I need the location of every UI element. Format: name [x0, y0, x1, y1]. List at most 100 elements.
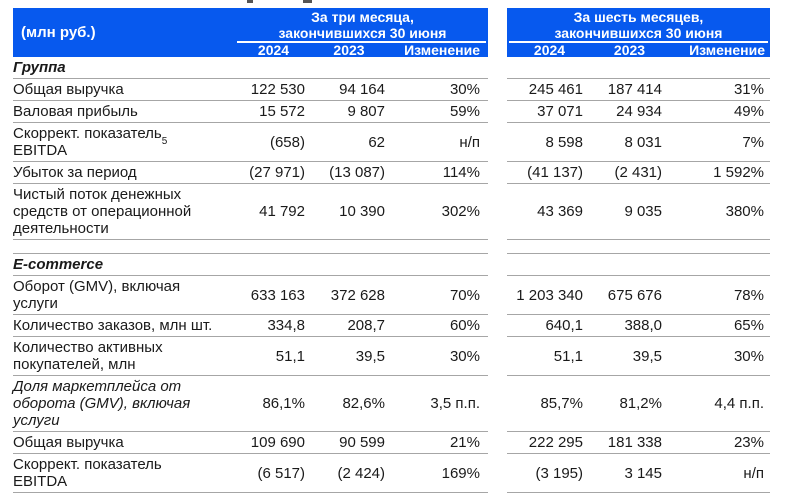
header-underline — [509, 41, 768, 43]
section-title: E-commerce — [13, 256, 104, 273]
q-change-value: 169% — [441, 464, 480, 482]
q-2023-value: (2 424) — [337, 464, 385, 482]
period-title-six-months: За шесть месяцев, закончившихся 30 июня — [507, 8, 770, 41]
h-change-value: 30% — [733, 347, 764, 365]
h-2024-value: (41 137) — [527, 164, 583, 181]
header-underline — [237, 41, 486, 43]
h-change-value: 1 592% — [713, 164, 764, 181]
table-row: Общая выручка 109 690 90 599 21% 222 295… — [13, 432, 770, 454]
q-change-value: 70% — [449, 286, 480, 304]
q-2024-value: 122 530 — [250, 81, 305, 98]
h-2024-value: 1 203 340 — [516, 286, 583, 304]
q-2024-value: 633 163 — [250, 286, 305, 304]
q-2024-value: (658) — [269, 133, 305, 151]
h-change-value: 49% — [733, 103, 764, 120]
q-2023-value: 94 164 — [339, 81, 385, 98]
period-title-line1: За шесть месяцев, — [573, 9, 704, 25]
h-change-value: 65% — [733, 317, 764, 334]
q-change-value: н/п — [459, 133, 480, 151]
table-row: Количество активных покупателей, млн 51,… — [13, 337, 770, 376]
q-2023-value: 208,7 — [347, 317, 385, 334]
q-2024-value: 41 792 — [259, 203, 305, 220]
table-body: Группа Общая выручка 122 530 94 164 30% … — [13, 57, 770, 493]
header-gap — [488, 8, 507, 57]
table-row-marketplace-share: Доля маркетплейса от оборота (GMV), вклю… — [13, 376, 770, 432]
q-2024-value: 15 572 — [259, 103, 305, 120]
row-label: Общая выручка — [13, 434, 124, 451]
q-change-value: 114% — [442, 164, 480, 181]
h-2023-value: 9 035 — [624, 203, 662, 220]
table-row: Валовая прибыль 15 572 9 807 59% 37 071 … — [13, 101, 770, 123]
h-2023-value: 675 676 — [607, 286, 662, 304]
q-2024-value: 109 690 — [250, 434, 305, 451]
h-2023-value: 81,2% — [619, 395, 662, 412]
h-change-value: 78% — [733, 286, 764, 304]
h-change-value: 23% — [733, 434, 764, 451]
row-label: Общая выручка — [13, 81, 124, 98]
row-label: Количество заказов, млн шт. — [13, 317, 213, 334]
row-label: Количество активных покупателей, млн — [13, 339, 163, 373]
section-spacer-row — [13, 240, 770, 254]
q-2023-value: 90 599 — [339, 434, 385, 451]
h-2024-value: 85,7% — [540, 395, 583, 412]
period-title-line2: закончившихся 30 июня — [278, 25, 447, 41]
h-2023-value: 187 414 — [607, 81, 662, 98]
table-header: (млн руб.) За три месяца, закончившихся … — [13, 8, 770, 57]
column-header-2023: 2023 — [333, 42, 365, 58]
row-label: Скоррект. показатель EBITDA — [13, 456, 162, 490]
q-2024-value: 334,8 — [267, 317, 305, 334]
period-title-three-months: За три месяца, закончившихся 30 июня — [237, 8, 488, 41]
q-change-value: 3,5 п.п. — [430, 395, 480, 412]
q-2023-value: 9 807 — [347, 103, 385, 120]
h-change-value: 7% — [742, 133, 764, 151]
column-header-change: Изменение — [404, 42, 480, 58]
table-row: Количество заказов, млн шт. 334,8 208,7 … — [13, 315, 770, 337]
table-row: Общая выручка 122 530 94 164 30% 245 461… — [13, 79, 770, 101]
h-2023-value: 8 031 — [624, 133, 662, 151]
q-change-value: 21% — [449, 434, 480, 451]
section-header-row-ecommerce: E-commerce — [13, 254, 770, 276]
h-2024-value: 51,1 — [553, 347, 583, 365]
column-header-change: Изменение — [689, 42, 765, 58]
row-label: Убыток за период — [13, 164, 137, 181]
q-change-value: 30% — [449, 81, 480, 98]
cropped-text-artifact — [303, 0, 312, 3]
q-change-value: 302% — [441, 203, 480, 220]
h-2024-value: 37 071 — [537, 103, 583, 120]
h-2024-value: (3 195) — [535, 464, 583, 482]
period-title-line1: За три месяца, — [311, 9, 414, 25]
h-2024-value: 8 598 — [545, 133, 583, 151]
q-2024-value: (6 517) — [257, 464, 305, 482]
q-change-value: 30% — [449, 347, 480, 365]
table-row: Скоррект. показатель EBITDA 5 (658) 62 н/… — [13, 123, 770, 162]
h-2023-value: (2 431) — [614, 164, 662, 181]
column-header-2023: 2023 — [613, 42, 646, 58]
header-block-six-months: За шесть месяцев, закончившихся 30 июня … — [507, 8, 770, 57]
q-2023-value: 39,5 — [355, 347, 385, 365]
column-header-2024: 2024 — [533, 42, 566, 58]
period-title-line2: закончившихся 30 июня — [554, 25, 723, 41]
table-row: Скоррект. показатель EBITDA (6 517) (2 4… — [13, 454, 770, 493]
cropped-text-artifact — [247, 0, 253, 3]
h-change-value: н/п — [743, 464, 764, 482]
h-2024-value: 43 369 — [537, 203, 583, 220]
h-2024-value: 640,1 — [545, 317, 583, 334]
q-2023-value: (13 087) — [329, 164, 385, 181]
q-change-value: 60% — [449, 317, 480, 334]
q-2023-value: 372 628 — [330, 286, 385, 304]
q-2023-value: 10 390 — [339, 203, 385, 220]
h-2023-value: 388,0 — [624, 317, 662, 334]
row-label: Валовая прибыль — [13, 103, 138, 120]
h-2024-value: 245 461 — [528, 81, 583, 98]
h-2023-value: 3 145 — [624, 464, 662, 482]
q-2024-value: 86,1% — [262, 395, 305, 412]
q-2023-value: 62 — [368, 133, 385, 151]
table-row: Оборот (GMV), включая услуги 633 163 372… — [13, 276, 770, 315]
q-2024-value: (27 971) — [249, 164, 305, 181]
column-header-2024: 2024 — [257, 42, 290, 58]
h-2023-value: 181 338 — [607, 434, 662, 451]
q-change-value: 59% — [449, 103, 480, 120]
table-row: Чистый поток денежных средств от операци… — [13, 184, 770, 240]
h-2024-value: 222 295 — [528, 434, 583, 451]
